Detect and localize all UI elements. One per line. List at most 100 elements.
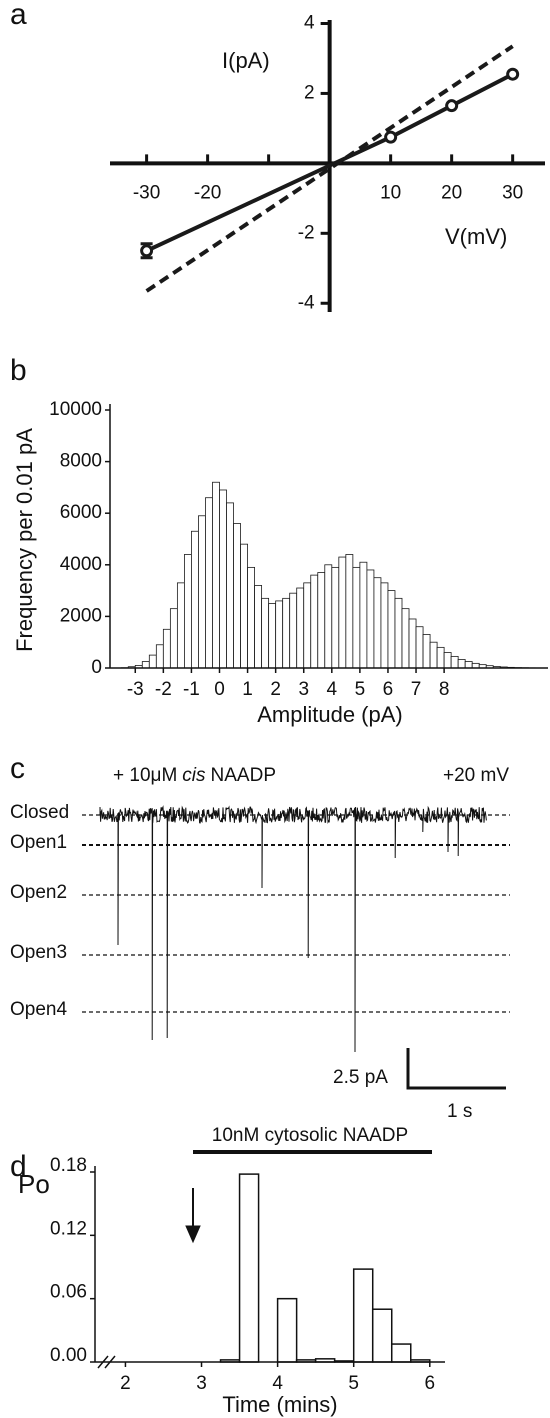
bar	[380, 582, 389, 669]
bar	[366, 569, 375, 669]
voltage-label: +20 mV	[443, 765, 509, 786]
scale-bar-lines	[406, 1048, 506, 1090]
bar	[289, 592, 298, 669]
bar	[436, 646, 445, 669]
x-tick-label: 3	[298, 679, 309, 700]
level-label: Closed	[10, 802, 69, 823]
annotation: 10nM cytosolic NAADP	[212, 1125, 408, 1146]
x-tick-label: -3	[127, 679, 144, 700]
current-trace	[99, 805, 487, 1053]
bar	[184, 554, 192, 669]
y-tick-label: 0.06	[50, 1282, 87, 1303]
bar	[276, 1297, 298, 1363]
panel-letter: a	[10, 0, 27, 31]
y-axis-label: Po	[18, 1169, 50, 1199]
bar	[141, 661, 150, 669]
bar	[233, 523, 241, 669]
bar	[345, 554, 354, 669]
x-tick-label: 4	[327, 679, 338, 700]
bar	[254, 585, 263, 669]
bar	[415, 626, 424, 669]
bar	[443, 652, 452, 669]
bar	[450, 655, 459, 669]
bar	[275, 600, 284, 669]
y-tick-label: 6000	[60, 502, 102, 523]
bar	[394, 597, 403, 669]
bar	[169, 608, 178, 669]
panel-letter: b	[10, 354, 27, 387]
bar	[198, 515, 206, 669]
x-tick-label: 0	[214, 679, 225, 700]
bar	[422, 634, 431, 669]
x-tick-label: 30	[502, 182, 523, 203]
x-tick-label: 5	[355, 679, 366, 700]
level-label: Open4	[10, 999, 67, 1020]
y-tick-label: 4000	[60, 554, 102, 575]
series-line	[145, 72, 514, 253]
x-tick-label: 3	[196, 1373, 207, 1394]
level-label: Open3	[10, 942, 67, 963]
panel-letter: d	[10, 1150, 27, 1183]
panel-d-annotation	[185, 1150, 432, 1244]
bar	[338, 556, 347, 669]
bar	[352, 1268, 374, 1363]
bar	[457, 659, 466, 669]
bar	[261, 597, 270, 669]
bar	[324, 564, 333, 669]
bar	[387, 590, 396, 669]
bar	[282, 597, 291, 669]
bar	[317, 572, 326, 669]
y-tick-label: 0.18	[50, 1155, 87, 1176]
y-axis-label: I(pA)	[222, 48, 270, 73]
y-tick-label: 4	[304, 13, 315, 34]
bar	[371, 1308, 393, 1363]
level-label: Open1	[10, 832, 67, 853]
bar	[401, 608, 410, 669]
bar	[303, 582, 312, 669]
x-tick-label: 8	[439, 679, 450, 700]
bar	[247, 566, 255, 669]
data-point	[445, 99, 459, 113]
annotation: + 10μM cis NAADP	[113, 765, 276, 786]
bar	[310, 574, 319, 669]
bar	[408, 618, 417, 669]
level-label: Open2	[10, 882, 67, 903]
annotation-prefix: + 10μM	[113, 765, 177, 786]
scale-bar	[406, 1048, 506, 1090]
x-tick-label: 20	[441, 182, 462, 203]
y-tick-label: 10000	[49, 399, 102, 420]
x-tick-label: -1	[183, 679, 200, 700]
bar	[359, 561, 368, 669]
y-tick-label: 8000	[60, 451, 102, 472]
y-tick-label: 2	[304, 82, 315, 103]
x-tick-label: 5	[348, 1373, 359, 1394]
x-tick-label: 2	[120, 1373, 131, 1394]
y-tick-label: -2	[298, 222, 315, 243]
bar	[390, 1343, 412, 1363]
bar	[212, 481, 220, 669]
arrow-head	[185, 1225, 201, 1244]
y-tick-label: 2000	[60, 605, 102, 626]
scale-x-label: 1 s	[447, 1101, 472, 1122]
bar	[155, 644, 164, 669]
data-point	[140, 244, 154, 258]
bar	[176, 582, 185, 669]
bar	[162, 628, 171, 669]
x-tick-label: -30	[133, 182, 160, 203]
bar	[205, 497, 213, 669]
y-tick-label: 0.12	[50, 1218, 87, 1239]
bar	[226, 502, 234, 669]
annotation-italic: cis	[182, 765, 206, 786]
bar	[240, 543, 248, 669]
bar	[148, 654, 157, 669]
series-line	[145, 44, 514, 293]
bar	[296, 587, 305, 669]
panel-letter: c	[10, 752, 25, 785]
y-axis-label: Frequency per 0.01 pA	[12, 428, 37, 652]
x-tick-label: -2	[155, 679, 172, 700]
bar	[238, 1173, 260, 1363]
x-tick-label: -20	[194, 182, 221, 203]
x-tick-label: 6	[424, 1373, 435, 1394]
